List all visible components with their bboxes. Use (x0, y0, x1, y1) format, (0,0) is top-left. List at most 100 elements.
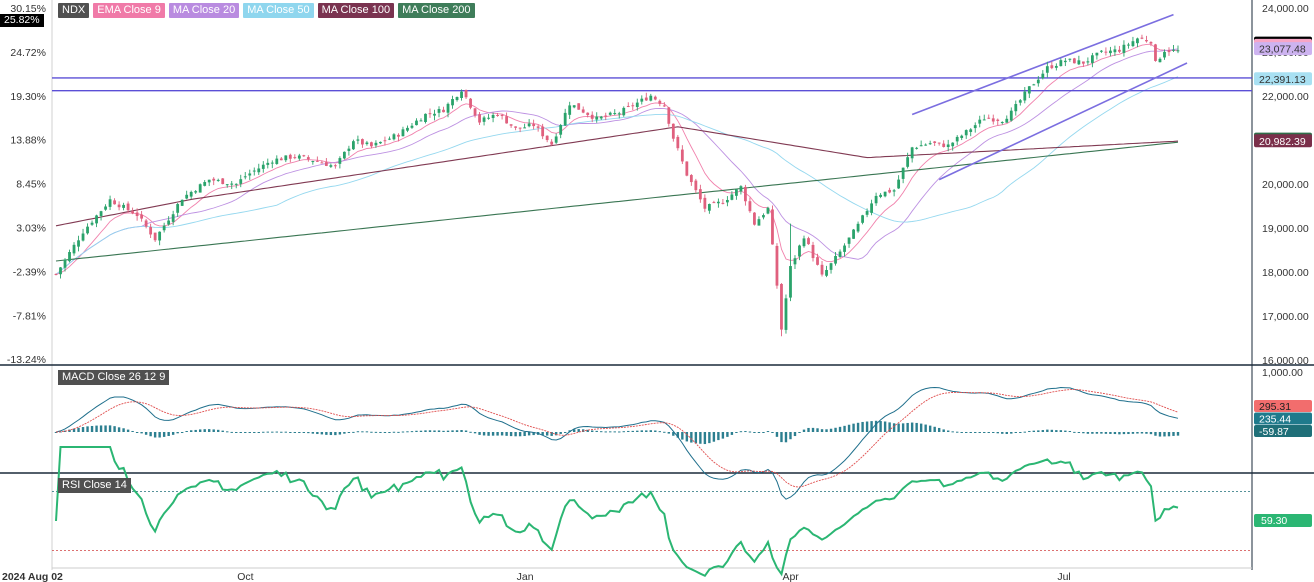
candle-body (158, 231, 162, 241)
macd-histogram-bar (780, 432, 783, 443)
legend-item[interactable]: MA Close 20 (168, 3, 240, 18)
candle-body (1140, 37, 1144, 39)
candle-body (176, 204, 180, 213)
candle-body (563, 112, 567, 126)
macd-histogram-bar (631, 430, 634, 432)
candle-body (424, 113, 427, 123)
candle-body (1059, 60, 1063, 67)
legend-item[interactable]: MA Close 200 (398, 3, 475, 18)
macd-histogram-bar (793, 432, 797, 437)
macd-histogram-bar (1154, 432, 1157, 436)
candle-body (545, 135, 549, 141)
macd-histogram-bar (1176, 432, 1180, 436)
price-tick-label: 18,000.00 (1262, 267, 1309, 279)
candle-body (99, 211, 103, 217)
macd-histogram-bar (455, 430, 459, 432)
macd-histogram-bar (591, 430, 594, 432)
price-tag-bg (1254, 134, 1312, 148)
macd-histogram-bar (978, 432, 981, 433)
candle-body (500, 114, 504, 116)
macd-histogram-bar (572, 429, 576, 432)
macd-histogram-bar (329, 432, 333, 436)
macd-histogram-bar (685, 432, 689, 442)
macd-histogram-bar (86, 426, 89, 432)
candle-body (1104, 51, 1108, 53)
macd-histogram-bar (194, 429, 197, 432)
macd-tag: -59.87 (1254, 425, 1312, 438)
rsi-current-tag: 59.30 (1254, 514, 1312, 527)
macd-histogram-bar (469, 431, 472, 433)
macd-histogram-bar (937, 427, 941, 432)
macd-histogram-bar (847, 424, 851, 432)
candle-body (370, 142, 373, 147)
candle-body (780, 283, 783, 330)
candle-body (496, 114, 499, 116)
macd-histogram-bar (730, 432, 734, 435)
candle-body (1099, 50, 1103, 52)
macd-histogram-bar (392, 431, 396, 433)
candle-body (883, 191, 887, 197)
candle-body (239, 179, 243, 184)
macd-histogram-bar (807, 427, 810, 432)
price-tag-label: 23,077.48 (1259, 44, 1306, 56)
candle-body (825, 269, 828, 276)
candle-body (455, 97, 459, 101)
candle-body (68, 252, 71, 262)
candle-body (762, 215, 765, 218)
candle-body (532, 124, 536, 127)
macd-histogram-bar (104, 425, 107, 432)
legend-item[interactable]: EMA Close 9 (93, 3, 165, 18)
candle-body (631, 105, 635, 107)
candle-body (437, 109, 441, 113)
macd-histogram-bar (284, 431, 288, 433)
macd-histogram-bar (901, 423, 905, 432)
macd-histogram-bar (289, 432, 292, 433)
candle-body (1086, 61, 1090, 63)
percent-tick-label: 8.45% (16, 179, 46, 191)
macd-histogram-bar (739, 431, 743, 433)
macd-histogram-bar (559, 432, 562, 434)
candle-body (59, 267, 62, 275)
macd-tag-bg (1254, 412, 1312, 425)
macd-histogram-bar (410, 431, 414, 433)
macd-histogram-bar (271, 431, 274, 433)
candle-body (153, 232, 157, 241)
candle-body (464, 89, 468, 98)
candle-body (401, 129, 405, 137)
candle-body (874, 195, 878, 204)
legend-item[interactable]: NDX (58, 3, 90, 18)
legend-item[interactable]: MA Close 100 (317, 3, 395, 18)
macd-histogram-bar (1136, 432, 1139, 434)
macd-histogram-bar (721, 432, 725, 439)
macd-histogram-bar (1113, 432, 1117, 435)
candle-body (374, 142, 378, 146)
candle-body (518, 127, 522, 129)
candle-body (604, 115, 608, 117)
candle-body (1081, 61, 1085, 64)
candle-body (1167, 50, 1171, 53)
macd-histogram-bar (532, 432, 535, 436)
macd-histogram-bar (212, 429, 215, 432)
candle-body (982, 119, 986, 121)
macd-histogram-bar (960, 432, 963, 433)
candle-body (793, 258, 797, 265)
macd-histogram-bar (415, 430, 418, 432)
candle-body (473, 108, 477, 116)
candle-body (302, 155, 306, 157)
macd-histogram-bar (235, 432, 238, 433)
candle-body (843, 245, 846, 252)
macd-histogram-bar (942, 429, 945, 432)
macd-histogram-bar (257, 432, 260, 433)
macd-histogram-bar (383, 432, 387, 433)
moving-average-line (55, 43, 1178, 275)
macd-histogram-bar (433, 430, 436, 432)
macd-histogram-bar (636, 430, 639, 432)
candle-body (784, 298, 788, 330)
macd-histogram-bar (185, 431, 188, 433)
candle-body (987, 117, 991, 119)
candle-body (311, 161, 315, 163)
macd-histogram-bar (811, 427, 815, 432)
candle-body (356, 139, 360, 141)
legend-item[interactable]: MA Close 50 (243, 3, 314, 18)
